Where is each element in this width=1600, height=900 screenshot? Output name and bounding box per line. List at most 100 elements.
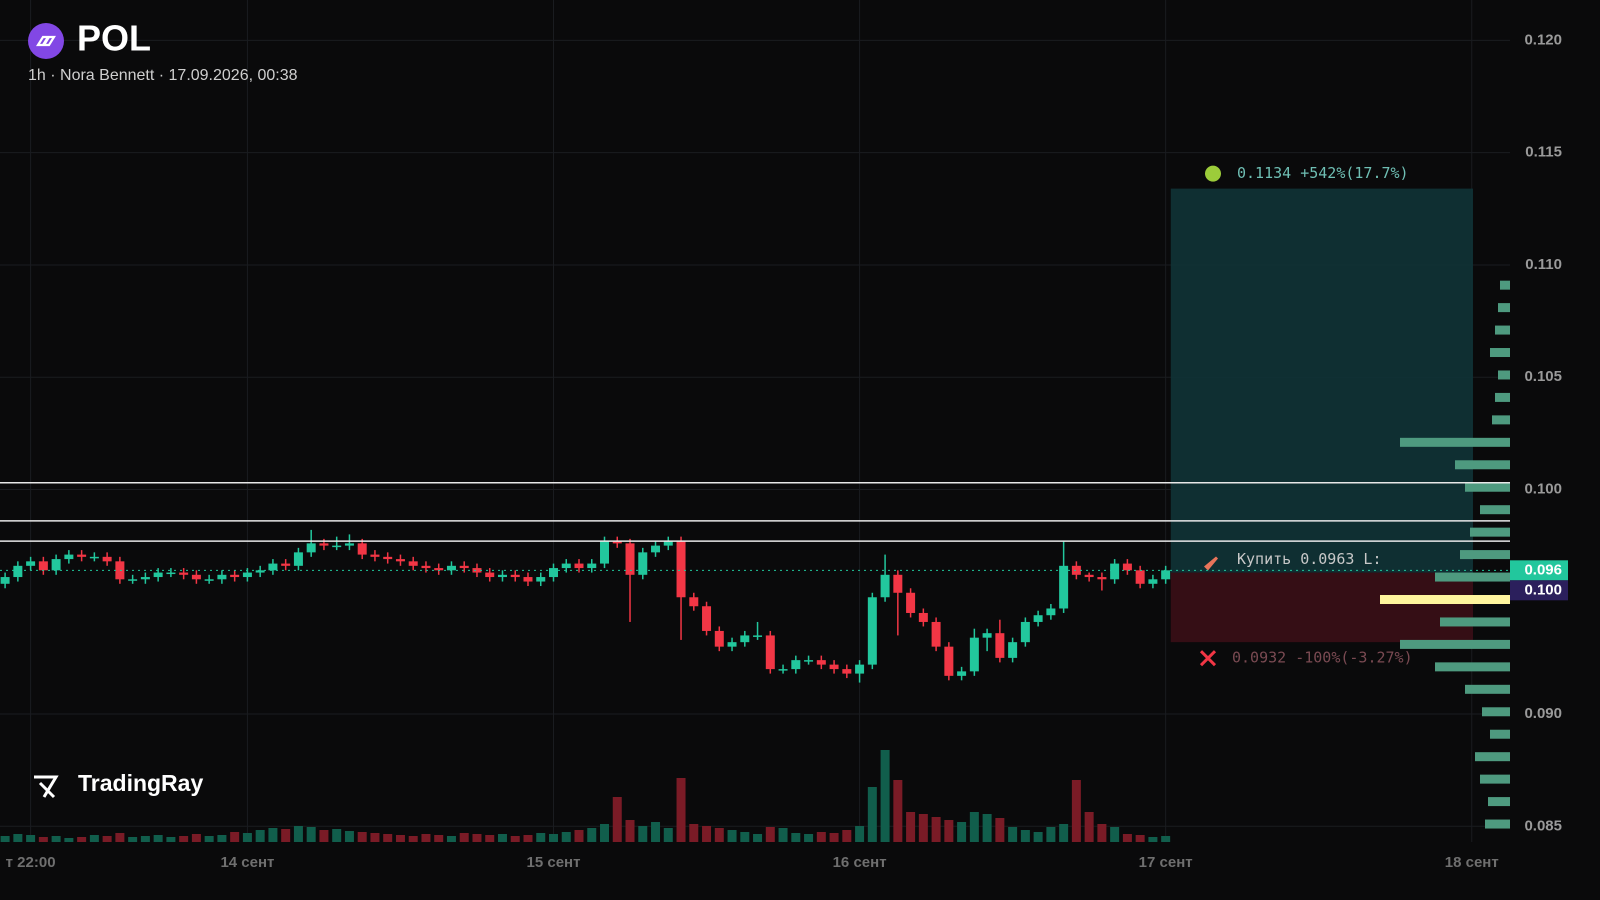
candle-body: [472, 568, 482, 573]
volume-bar: [357, 832, 367, 842]
candle-body: [344, 543, 354, 546]
volume-bar: [651, 822, 661, 842]
volume-bar: [574, 830, 584, 842]
candle-body: [115, 561, 125, 580]
volume-bar: [855, 826, 865, 842]
volume-bar: [1110, 827, 1120, 842]
volume-bar: [153, 835, 163, 842]
volume-bar: [140, 836, 150, 842]
volume-bar: [485, 835, 495, 842]
volume-bar: [663, 828, 673, 842]
candle-body: [714, 630, 724, 647]
watermark-logo: [34, 775, 59, 799]
candle-body: [548, 568, 558, 578]
candle-body: [1161, 570, 1171, 580]
candle-body: [77, 554, 87, 557]
entry-icon: [1204, 556, 1218, 571]
candle-body: [128, 579, 138, 581]
candle-body: [727, 642, 737, 647]
volume-bar: [765, 827, 775, 842]
symbol-title: POL: [77, 18, 151, 59]
candle-body: [446, 565, 456, 571]
candle-body: [230, 574, 240, 578]
volume-bar: [1046, 827, 1056, 842]
volume-bar: [676, 778, 686, 842]
volume-bar: [816, 832, 826, 842]
watermark: TradingRay: [78, 770, 203, 796]
profile-bar: [1400, 639, 1510, 649]
candle-body: [281, 563, 291, 566]
candle-body: [600, 541, 610, 564]
volume-bar: [1122, 834, 1132, 842]
volume-bar: [459, 833, 469, 842]
grid: [0, 0, 1510, 842]
volume-bar: [906, 812, 916, 842]
candle-body: [268, 563, 278, 571]
y-tick-label: 0.110: [1525, 256, 1562, 273]
candle-body: [931, 621, 941, 647]
subtitle: 1h · Nora Bennett · 17.09.2026, 00:38: [28, 67, 298, 84]
candle-body: [740, 635, 750, 643]
x-tick-label: 15 сент: [527, 854, 581, 871]
volume-bar: [332, 829, 342, 842]
volume-bar: [600, 824, 610, 842]
volume-bar: [867, 787, 877, 842]
volume-bar: [1084, 812, 1094, 842]
profile-bar: [1490, 729, 1510, 739]
volume-bar: [89, 835, 99, 842]
position-tool: 0.1134 +542%(17.7%) Купить 0.0963 L: 0.093…: [1170, 164, 1474, 667]
candle-body: [140, 577, 150, 580]
profile-bar: [1460, 550, 1510, 560]
candle-body: [523, 577, 533, 582]
volume-bar: [1033, 832, 1043, 842]
axes: 0.085 0.090 0.100 0.105 0.110 0.115 0.120 т 22:…: [6, 31, 1562, 871]
volume-bar: [77, 837, 87, 842]
volume-bar: [1071, 780, 1081, 842]
volume-bar: [1020, 830, 1030, 842]
volume-bar: [128, 837, 138, 842]
profile-bar: [1400, 437, 1510, 447]
volume-bar: [1097, 824, 1107, 842]
volume-bar: [497, 834, 507, 842]
volume-bar: [204, 836, 214, 842]
profile-bar: [1500, 280, 1510, 290]
target-zone: [1170, 188, 1474, 573]
candle-body: [880, 574, 890, 598]
profile-bar: [1470, 527, 1510, 537]
volume-bar: [982, 814, 992, 842]
volume-bar: [395, 835, 405, 842]
candle-body: [51, 559, 61, 571]
volume-bar: [714, 828, 724, 842]
volume-bar: [13, 834, 23, 842]
volume-bar: [64, 838, 74, 842]
volume: [0, 750, 1171, 842]
candle-body: [1059, 565, 1069, 609]
volume-bar: [969, 812, 979, 842]
y-tick-label: 0.090: [1524, 705, 1562, 722]
volume-bar: [344, 831, 354, 842]
overlays: 0.096 0.100: [0, 481, 1568, 601]
candle-body: [753, 635, 763, 637]
candle-body: [1084, 574, 1094, 578]
volume-bar: [408, 836, 418, 842]
x-tick-label: 17 сент: [1139, 854, 1193, 871]
profile-bar: [1465, 482, 1510, 492]
candle-body: [995, 633, 1005, 658]
candle-body: [242, 572, 252, 578]
target-label: 0.1134 +542%(17.7%): [1237, 164, 1409, 182]
alert-badge: 0.100: [1524, 581, 1562, 598]
volume-bar: [536, 833, 546, 842]
volume-bar: [561, 832, 571, 842]
candle-body: [293, 552, 303, 566]
candle-body: [1020, 621, 1030, 643]
entry-label: Купить 0.0963 L:: [1237, 550, 1382, 568]
candle-body: [982, 633, 992, 638]
last-price-label: 0.096: [1524, 561, 1562, 578]
candle-body: [1122, 563, 1132, 571]
volume-bar: [217, 835, 227, 842]
profile-bar: [1480, 774, 1510, 784]
volume-bar: [115, 833, 125, 842]
volume-bar: [306, 827, 316, 842]
candle-body: [1097, 577, 1107, 580]
